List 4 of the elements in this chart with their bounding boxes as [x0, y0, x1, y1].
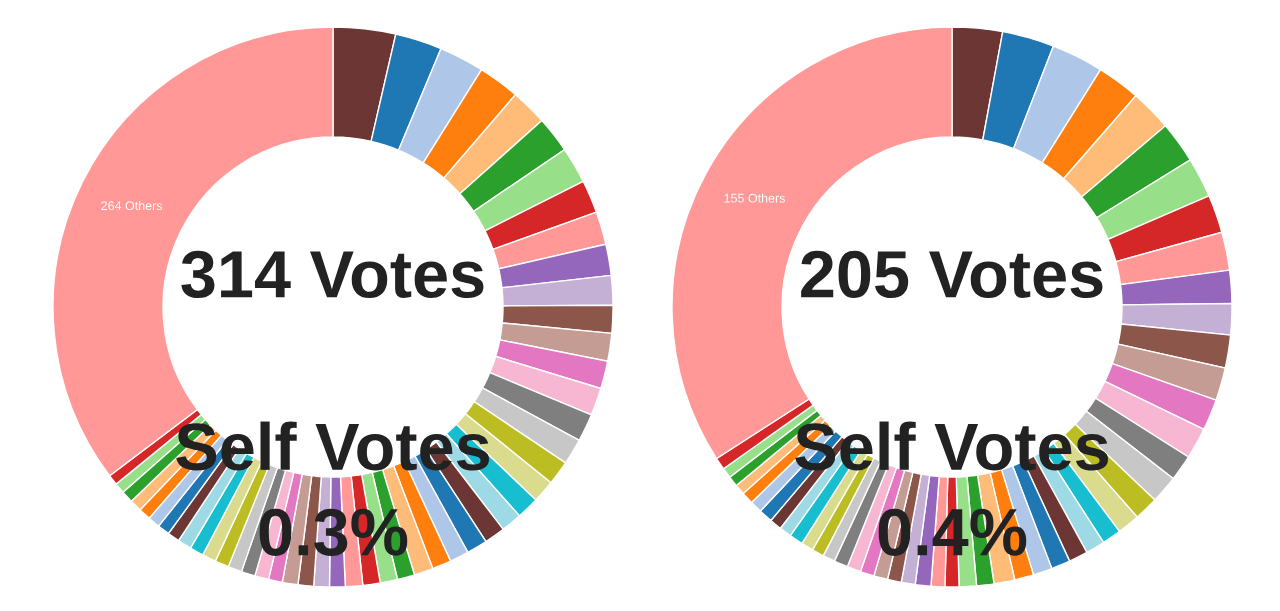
slice-label: 264 Others — [101, 200, 163, 211]
slice-label: 155 Others — [724, 193, 785, 203]
text: 205 Votes — [801, 250, 1103, 299]
text: 314 Votes — [181, 250, 484, 299]
